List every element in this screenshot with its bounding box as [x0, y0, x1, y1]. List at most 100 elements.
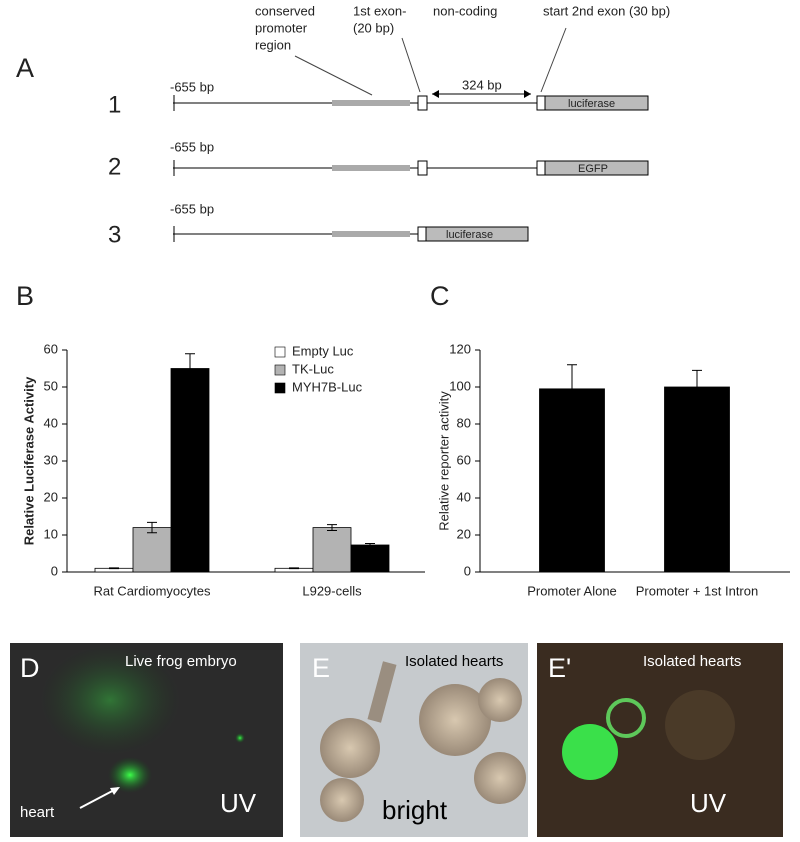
photo-e-prime: E' Isolated hearts UV: [537, 643, 783, 837]
heart: [320, 778, 364, 822]
legend-swatch: [274, 364, 286, 376]
y-axis-label: Relative Luciferase Activity: [21, 376, 36, 545]
annotation: start 2nd exon (30 bp): [543, 3, 670, 18]
y-tick-label: 60: [457, 452, 471, 467]
construct-start: -655 bp: [170, 139, 214, 154]
exon: [536, 160, 546, 176]
bar: [539, 388, 605, 573]
mode: UV: [690, 788, 727, 818]
bar: [132, 527, 172, 573]
heart: [320, 718, 380, 778]
heart: [474, 752, 526, 804]
error-bar: [567, 364, 577, 389]
error-bar: [185, 353, 195, 384]
heart: [419, 684, 491, 756]
construct-number: 1: [108, 91, 121, 118]
photo-label: E': [548, 653, 571, 683]
legend-label: TK-Luc: [292, 361, 334, 376]
heart: [562, 724, 618, 780]
legend-swatch: [274, 382, 286, 394]
y-tick-label: 20: [457, 526, 471, 541]
bar: [312, 527, 352, 573]
y-tick-label: 40: [44, 415, 58, 430]
legend-swatch: [274, 346, 286, 358]
photo-label: D: [20, 653, 40, 683]
embryo: [40, 645, 180, 755]
vessel: [367, 661, 397, 723]
construct-start: -655 bp: [170, 79, 214, 94]
exon: [417, 226, 427, 242]
annotation: non-coding: [433, 3, 497, 18]
reporter-label: EGFP: [578, 163, 608, 175]
x-tick-label: Rat Cardiomyocytes: [93, 583, 211, 598]
annotation: (20 bp): [353, 20, 394, 35]
leader: [540, 27, 567, 93]
legend-label: MYH7B-Luc: [292, 379, 363, 394]
promoter: [332, 165, 410, 171]
x-tick-label: Promoter + 1st Intron: [636, 583, 758, 598]
diagram: A conserved promoter region 1st exon- (2…: [16, 3, 670, 248]
reporter: [544, 160, 649, 176]
y-tick-label: 100: [449, 378, 471, 393]
bar: [170, 368, 210, 573]
error-bar: [692, 369, 702, 387]
heart: [478, 678, 522, 722]
legend-label: Empty Luc: [292, 343, 354, 358]
construct-start: -655 bp: [170, 201, 214, 216]
y-axis-label: Relative reporter activity: [436, 391, 451, 531]
y-tick-label: 50: [44, 378, 58, 393]
y-tick-label: 0: [464, 563, 471, 578]
annotation: heart: [20, 804, 55, 821]
heart: [606, 698, 646, 738]
panel-label: B: [16, 281, 34, 311]
y-tick-label: 120: [449, 341, 471, 356]
photo-d: D Live frog embryo heart UV: [10, 643, 283, 837]
reporter: [544, 95, 649, 111]
error-bar: [327, 524, 337, 532]
annotation: conserved: [255, 3, 315, 18]
annotation: region: [255, 37, 291, 52]
caption: Live frog embryo: [125, 653, 237, 670]
exon: [417, 160, 428, 176]
panel-label: C: [430, 281, 450, 311]
x-tick-label: Promoter Alone: [527, 583, 617, 598]
promoter: [332, 231, 410, 237]
spot: [235, 733, 245, 743]
caption: Isolated hearts: [643, 653, 741, 670]
y-tick-label: 40: [457, 489, 471, 504]
exon: [536, 95, 546, 111]
bar: [350, 544, 390, 573]
bar: [664, 386, 730, 573]
error-bar: [109, 567, 119, 570]
mode: UV: [220, 788, 257, 818]
annotation: 1st exon-: [353, 3, 406, 18]
reporter-label: luciferase: [568, 98, 615, 110]
y-tick-label: 30: [44, 452, 58, 467]
exon: [417, 95, 428, 111]
construct-number: 2: [108, 153, 121, 180]
photo-label: E: [312, 653, 330, 683]
leader: [294, 55, 373, 96]
photo-e: E Isolated hearts bright: [300, 643, 528, 837]
mode: bright: [382, 795, 448, 825]
annotation: 324 bp: [462, 77, 502, 92]
y-tick-label: 80: [457, 415, 471, 430]
error-bar: [289, 567, 299, 570]
y-tick-label: 0: [51, 563, 58, 578]
caption: Isolated hearts: [405, 653, 503, 670]
arrow-head: [110, 787, 120, 795]
y-tick-label: 10: [44, 526, 58, 541]
panel-label: A: [16, 53, 34, 83]
error-bar: [147, 521, 157, 534]
y-tick-label: 60: [44, 341, 58, 356]
annotation: promoter: [255, 20, 308, 35]
promoter: [332, 100, 410, 106]
y-tick-label: 20: [44, 489, 58, 504]
arrow: [79, 787, 119, 809]
leader: [401, 37, 421, 93]
x-tick-label: L929-cells: [302, 583, 362, 598]
reporter-label: luciferase: [446, 229, 493, 241]
heart: [665, 690, 735, 760]
error-bar: [365, 543, 375, 547]
